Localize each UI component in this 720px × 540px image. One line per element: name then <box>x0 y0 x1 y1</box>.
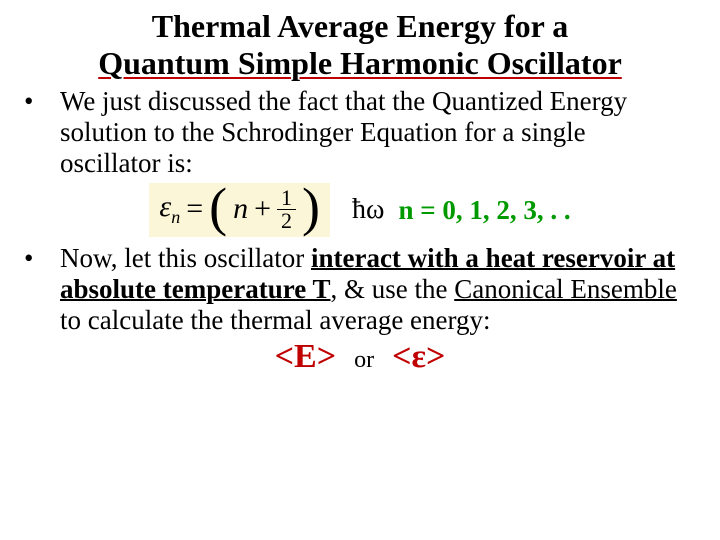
bullet-2-mid: , & use the <box>330 274 454 304</box>
bullet-2-post: to calculate the thermal average energy: <box>60 305 491 335</box>
final-expression: <E> or <ε> <box>28 338 692 376</box>
n-values-note: n = 0, 1, 2, 3, . . <box>398 195 570 226</box>
equals-sign: = <box>186 194 203 224</box>
energy-equation: εn = ( n + 1 2 ) <box>149 183 330 238</box>
bullet-2: •Now, let this oscillator interact with … <box>28 243 692 336</box>
n-variable: n <box>233 194 248 224</box>
bullet-2-pre: Now, let this oscillator <box>60 243 311 273</box>
hbar-omega: ħω <box>352 194 384 226</box>
title-line-1: Thermal Average Energy for a <box>28 8 692 45</box>
slide: Thermal Average Energy for a Quantum Sim… <box>0 0 720 540</box>
avg-E: <E> <box>275 338 336 375</box>
one-half-fraction: 1 2 <box>277 187 296 232</box>
epsilon-symbol: εn <box>159 192 180 226</box>
slide-title: Thermal Average Energy for a Quantum Sim… <box>28 8 692 82</box>
plus-sign: + <box>254 194 271 224</box>
bullet-1: •We just discussed the fact that the Qua… <box>28 86 692 179</box>
bullet-marker: • <box>42 86 60 117</box>
equation-row: εn = ( n + 1 2 ) ħω n = 0, 1, 2, 3, . . <box>28 183 692 238</box>
or-text: or <box>354 347 374 373</box>
title-line-2: Quantum Simple Harmonic Oscillator <box>28 45 692 82</box>
right-paren: ) <box>302 183 320 232</box>
avg-epsilon: <ε> <box>392 338 445 375</box>
bullet-marker: • <box>42 243 60 274</box>
bullet-2-emph-2: Canonical Ensemble <box>454 274 677 304</box>
bullet-1-text: We just discussed the fact that the Quan… <box>60 86 627 178</box>
left-paren: ( <box>209 183 227 232</box>
